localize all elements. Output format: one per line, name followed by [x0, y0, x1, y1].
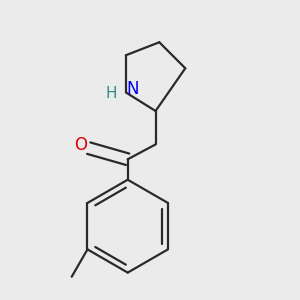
Text: H: H [106, 86, 118, 101]
Text: N: N [126, 80, 139, 98]
Text: O: O [74, 136, 87, 154]
